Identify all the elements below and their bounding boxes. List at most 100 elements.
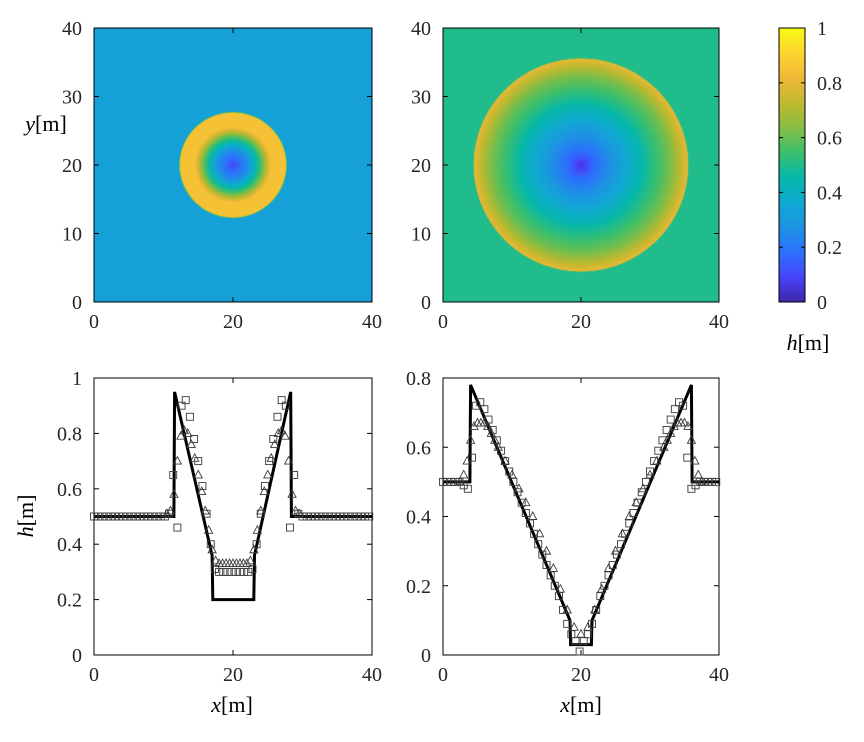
triangle-marker <box>162 508 172 518</box>
x-tick-label: 0 <box>89 311 99 333</box>
square-marker <box>517 498 526 507</box>
y-tick-label: 30 <box>411 87 431 109</box>
square-marker <box>612 550 621 559</box>
square-marker <box>286 523 294 532</box>
triangle-marker <box>659 441 669 451</box>
square-marker <box>169 471 178 479</box>
square-marker <box>439 477 447 486</box>
x-tick-label: 40 <box>709 311 729 333</box>
triangle-marker <box>190 452 200 462</box>
square-marker <box>185 412 194 421</box>
triangle-marker <box>176 430 186 440</box>
square-marker <box>261 482 269 490</box>
heatmap-ticks-right: 0 20 40 0 10 20 30 40 <box>411 18 729 333</box>
triangle-marker <box>638 483 648 493</box>
square-marker <box>106 512 115 521</box>
y-tick-label: 0 <box>72 645 82 667</box>
triangle-marker <box>252 524 263 534</box>
triangle-marker <box>662 434 672 444</box>
square-marker <box>198 482 207 490</box>
square-marker <box>223 567 232 576</box>
triangle-marker <box>665 427 676 437</box>
square-marker <box>559 606 568 614</box>
triangle-marker <box>203 524 214 534</box>
triangle-marker <box>562 604 572 614</box>
triangle-marker <box>266 452 276 462</box>
profile-panel-left: 0 20 40 0 0.2 0.4 0.6 0.8 1 x[m] h[m] <box>13 368 382 717</box>
triangle-marker <box>483 421 493 430</box>
triangle-marker <box>490 434 500 444</box>
square-marker <box>550 581 559 590</box>
y-tick-label: 0.6 <box>57 479 82 501</box>
y-tick-label: 10 <box>411 224 431 246</box>
triangle-marker <box>686 434 697 444</box>
triangle-marker <box>541 545 552 555</box>
square-marker <box>281 401 290 410</box>
square-marker <box>177 401 186 410</box>
y-tick-label: 1 <box>72 368 82 390</box>
square-marker <box>215 567 224 576</box>
square-marker <box>115 512 123 521</box>
triangle-marker <box>455 476 465 486</box>
triangle-marker <box>283 455 294 465</box>
square-marker <box>538 550 547 559</box>
x-tick-label: 0 <box>438 311 448 333</box>
profile-marks-right <box>439 384 721 656</box>
square-marker <box>352 512 361 521</box>
triangle-marker <box>207 544 217 554</box>
profile-marks-left <box>90 391 374 602</box>
triangle-marker <box>507 469 517 479</box>
colorbar-tick-label: 0.4 <box>817 182 842 204</box>
y-tick-label: 0.8 <box>57 423 82 445</box>
y-tick-label: 20 <box>62 155 82 177</box>
triangle-marker <box>521 497 531 507</box>
y-tick-label: 0 <box>421 645 431 667</box>
square-marker <box>231 567 240 576</box>
triangle-marker <box>294 508 304 518</box>
triangle-marker <box>465 434 476 444</box>
triangle-marker <box>165 505 176 515</box>
square-marker <box>290 471 299 479</box>
triangle-marker <box>514 483 524 493</box>
square-marker <box>152 512 161 521</box>
triangle-marker <box>210 555 221 565</box>
triangle-marker <box>590 604 600 614</box>
square-marker <box>670 405 679 414</box>
square-marker <box>90 512 98 521</box>
triangle-marker <box>500 455 510 465</box>
triangle-marker <box>186 439 197 448</box>
square-marker <box>244 567 253 576</box>
square-marker <box>94 512 103 521</box>
square-marker <box>190 434 199 443</box>
square-marker <box>666 415 675 424</box>
triangle-marker <box>652 455 662 465</box>
triangle-marker <box>631 497 641 507</box>
series-line-exact <box>94 391 372 602</box>
triangle-marker <box>603 562 614 572</box>
square-marker <box>311 512 319 521</box>
y-tick-label: 0 <box>421 292 431 314</box>
square-marker <box>131 512 140 521</box>
square-marker <box>488 425 497 434</box>
square-marker <box>219 567 228 576</box>
square-marker <box>327 512 336 521</box>
triangle-marker <box>256 505 266 515</box>
triangle-marker <box>683 421 693 430</box>
square-marker <box>98 512 107 521</box>
y-tick-label: 0.2 <box>406 576 431 598</box>
y-tick-label: 0.2 <box>57 590 82 612</box>
x-tick-label: 0 <box>89 664 99 686</box>
triangle-marker <box>269 439 280 448</box>
square-marker <box>235 567 244 576</box>
profile-ticks-right: 0 20 40 0 0.2 0.4 0.6 0.8 <box>406 368 729 686</box>
x-tick-label: 40 <box>362 311 382 333</box>
triangle-marker <box>645 469 655 479</box>
square-marker <box>575 647 584 656</box>
colorbar-tick-label: 0 <box>817 292 827 314</box>
x-tick-label: 20 <box>223 664 243 686</box>
heatmap-panel-right: 0 20 40 0 10 20 30 40 <box>411 18 729 333</box>
colorbar-bar <box>778 27 806 303</box>
square-marker <box>708 477 717 486</box>
square-marker <box>273 412 282 421</box>
